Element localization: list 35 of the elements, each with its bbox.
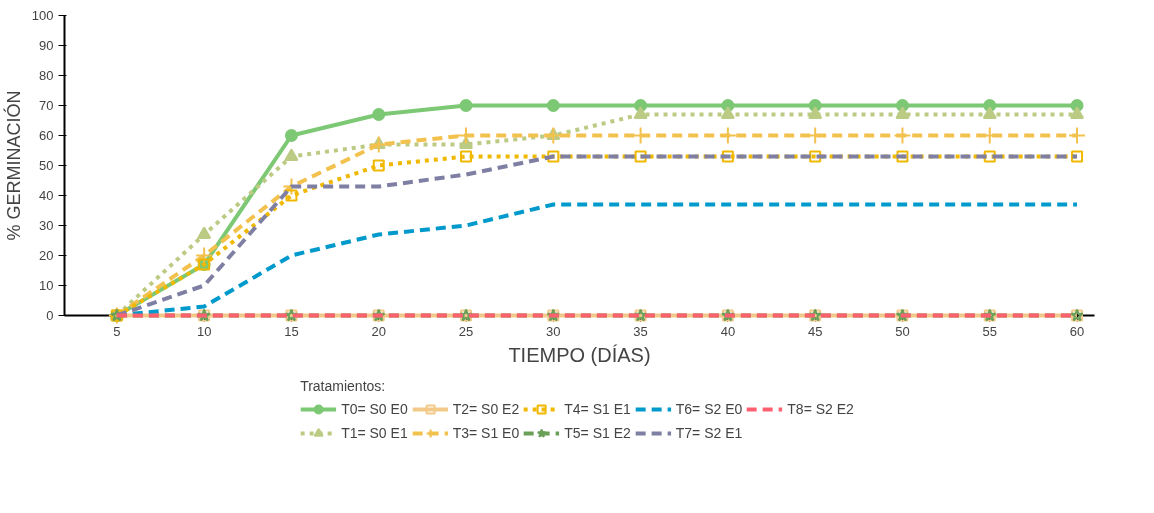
x-tick-label: 20	[371, 323, 386, 339]
x-tick-label: 10	[196, 323, 212, 339]
legend-label: T7= S2 E1	[675, 425, 743, 441]
legend-label: T2= S0 E2	[452, 401, 520, 417]
legend-label: T3= S1 E0	[452, 425, 520, 441]
y-tick-label: 20	[39, 248, 54, 263]
x-tick-label: 35	[633, 323, 648, 339]
y-tick-label: 30	[39, 218, 54, 233]
y-tick-label: 50	[39, 158, 54, 173]
legend-title: Tratamientos:	[300, 378, 387, 394]
legend-label: T0= S0 E0	[341, 401, 408, 417]
y-tick-label: 60	[39, 128, 54, 143]
x-tick-label: 60	[1069, 323, 1085, 339]
legend-label: T1= S0 E1	[341, 425, 408, 441]
y-tick-label: 90	[39, 38, 54, 53]
y-tick-label: 40	[39, 188, 54, 203]
x-tick-label: 40	[720, 323, 736, 339]
legend-label: T6= S2 E0	[675, 401, 743, 417]
y-tick-label: 100	[31, 8, 54, 23]
legend-label: T5= S1 E2	[564, 425, 631, 441]
y-tick-label: 10	[39, 278, 54, 293]
y-tick-label: 70	[39, 98, 54, 113]
x-tick-label: 55	[982, 323, 997, 339]
x-axis-title: TIEMPO (DÍAS)	[508, 343, 651, 366]
y-tick-label: 80	[39, 68, 54, 83]
y-tick-label: 0	[46, 308, 54, 323]
legend-label: T4= S1 E1	[564, 401, 631, 417]
x-tick-label: 15	[284, 323, 299, 339]
x-tick-label: 5	[113, 323, 121, 339]
x-tick-label: 50	[895, 323, 910, 339]
x-tick-label: 25	[458, 323, 474, 339]
y-axis-title: % GERMINACIÓN	[2, 90, 24, 241]
x-tick-label: 45	[807, 323, 823, 339]
x-tick-label: 30	[546, 323, 561, 339]
legend-label: T8= S2 E2	[787, 401, 854, 417]
